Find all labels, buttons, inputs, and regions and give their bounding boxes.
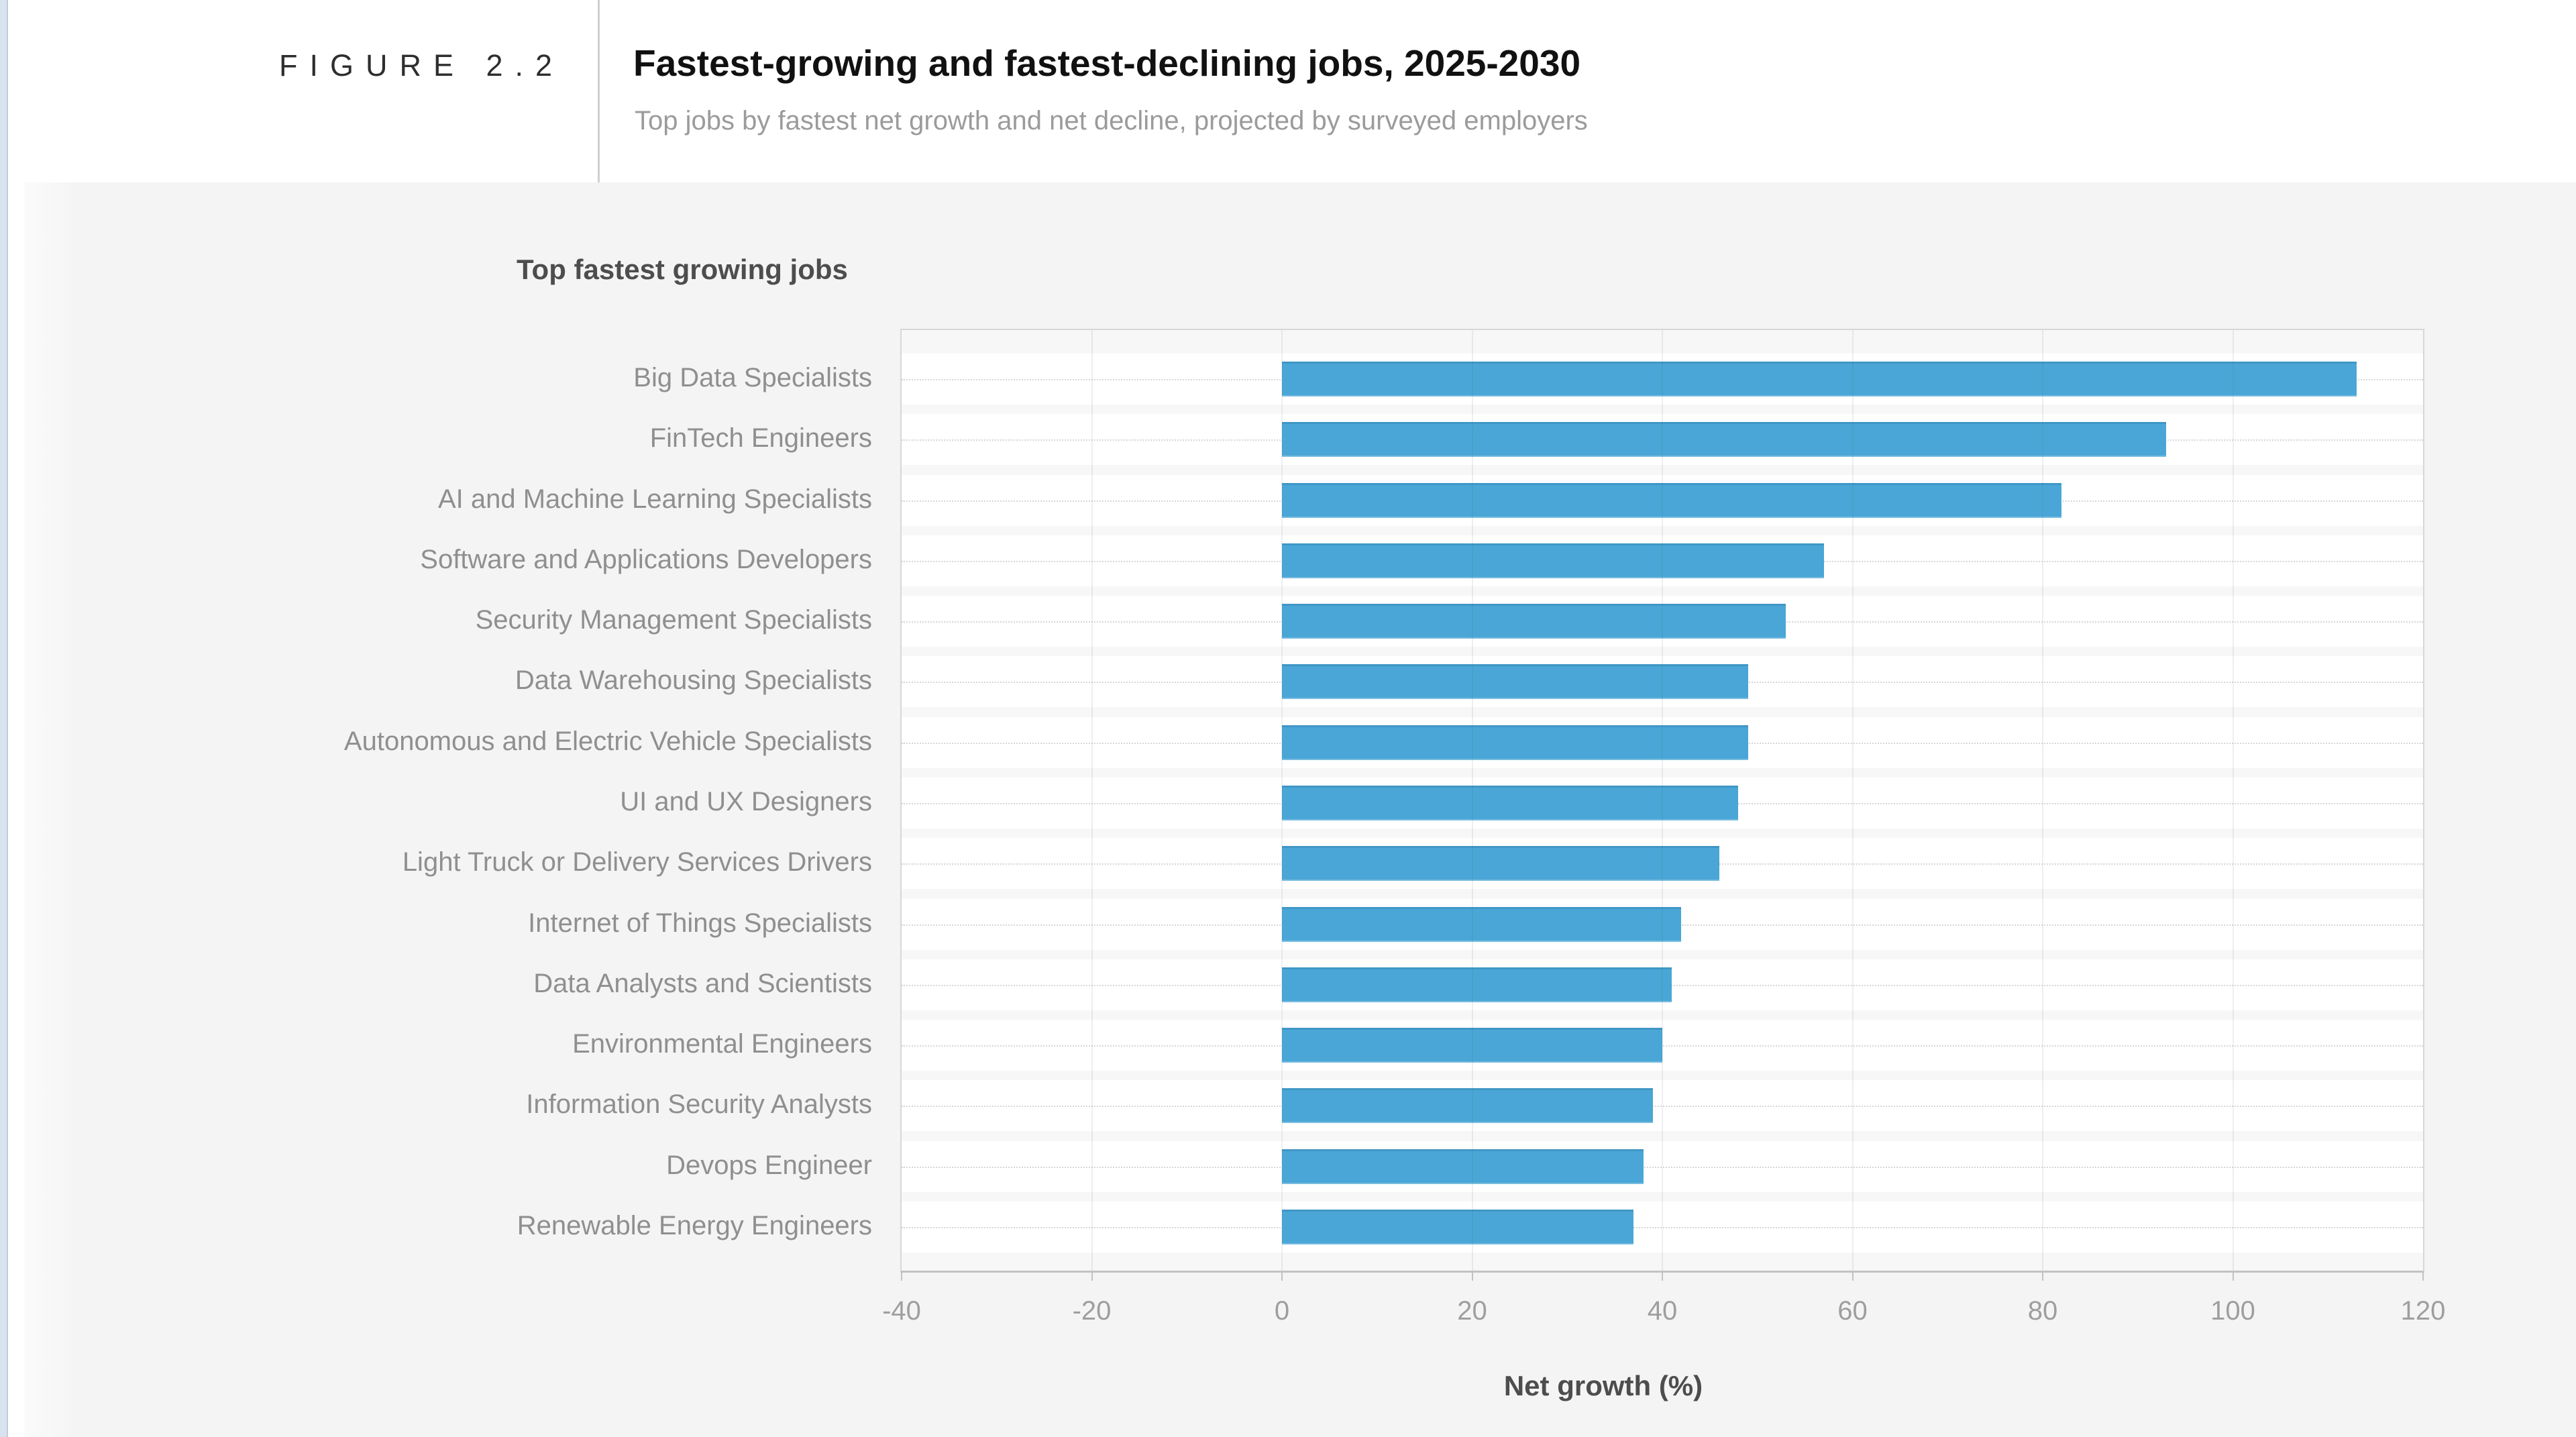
page-edge-stripe [0, 0, 8, 1437]
x-tick-mark [1662, 1273, 1663, 1281]
x-tick-mark [1281, 1273, 1283, 1281]
vertical-gridline [2232, 330, 2234, 1271]
vertical-gridline [1091, 330, 1093, 1271]
chart-panel-title: Top fastest growing jobs [517, 254, 848, 285]
category-label: Software and Applications Developers [420, 544, 872, 574]
x-tick-label: 40 [1647, 1296, 1678, 1326]
figure-number-label: FIGURE 2.2 [279, 48, 565, 83]
category-label: Internet of Things Specialists [528, 908, 872, 938]
bar-big-data-specialists [1282, 362, 2357, 397]
row-dotted-gridline [902, 1045, 2423, 1047]
x-tick-label: 80 [2027, 1296, 2058, 1326]
bar-chart-plot-area [900, 329, 2424, 1273]
bar-fintech-engineers [1282, 422, 2167, 458]
vertical-gridline [1471, 330, 1473, 1271]
category-label: Security Management Specialists [475, 605, 872, 635]
x-tick-label: 0 [1274, 1296, 1290, 1326]
category-label: UI and UX Designers [620, 787, 872, 816]
bar-ai-and-machine-learning-specialists [1282, 482, 2062, 518]
bar-information-security-analysts [1282, 1088, 1653, 1124]
x-tick-label: -20 [1072, 1296, 1112, 1326]
header-divider-line [598, 0, 600, 182]
figure-subtitle: Top jobs by fastest net growth and net d… [635, 106, 1588, 136]
plot-inner [902, 330, 2423, 1271]
category-label: Data Warehousing Specialists [515, 666, 872, 696]
x-tick-label: 100 [2210, 1296, 2255, 1326]
bar-renewable-energy-engineers [1282, 1209, 1634, 1244]
bar-autonomous-and-electric-vehicle-specialists [1282, 725, 1748, 760]
category-label: AI and Machine Learning Specialists [437, 484, 872, 514]
x-tick-mark [1471, 1273, 1473, 1281]
x-tick-label: -40 [882, 1296, 921, 1326]
category-label: Light Truck or Delivery Services Drivers [402, 847, 872, 877]
bar-environmental-engineers [1282, 1028, 1662, 1063]
category-label: Information Security Analysts [526, 1089, 872, 1120]
vertical-gridline [2042, 330, 2043, 1271]
x-tick-mark [2042, 1273, 2043, 1281]
figure-title: Fastest-growing and fastest-declining jo… [633, 42, 1581, 84]
x-tick-mark [2232, 1273, 2234, 1281]
category-label: Big Data Specialists [633, 363, 872, 393]
category-label: Autonomous and Electric Vehicle Speciali… [343, 726, 872, 756]
x-axis-title: Net growth (%) [1503, 1370, 1703, 1401]
category-label: Data Analysts and Scientists [533, 968, 872, 998]
category-label: Devops Engineer [666, 1150, 872, 1180]
bar-security-management-specialists [1282, 604, 1786, 639]
vertical-gridline [1851, 330, 1854, 1271]
bar-data-warehousing-specialists [1282, 664, 1748, 700]
row-dotted-gridline [902, 1226, 2423, 1228]
vertical-gridline [1281, 330, 1283, 1271]
bar-devops-engineer [1282, 1149, 1644, 1184]
bar-data-analysts-and-scientists [1282, 967, 1672, 1002]
category-label: Renewable Energy Engineers [517, 1210, 872, 1240]
x-tick-mark [1851, 1273, 1854, 1281]
x-tick-label: 20 [1457, 1296, 1487, 1326]
vertical-gridline [1662, 330, 1663, 1271]
bar-internet-of-things-specialists [1282, 906, 1682, 942]
bar-software-and-applications-developers [1282, 543, 1824, 578]
bar-ui-and-ux-designers [1282, 786, 1739, 820]
bar-light-truck-or-delivery-services-drivers [1282, 846, 1720, 882]
x-tick-label: 60 [1837, 1296, 1868, 1326]
category-label: Environmental Engineers [572, 1029, 872, 1059]
x-tick-label: 120 [2400, 1296, 2446, 1326]
category-label: FinTech Engineers [649, 423, 872, 454]
row-dotted-gridline [902, 1166, 2423, 1168]
figure-header: FIGURE 2.2 Fastest-growing and fastest-d… [8, 0, 2576, 182]
x-tick-mark [901, 1273, 902, 1281]
x-tick-mark [1091, 1273, 1093, 1281]
row-dotted-gridline [902, 1106, 2423, 1108]
x-tick-mark [2422, 1273, 2424, 1281]
